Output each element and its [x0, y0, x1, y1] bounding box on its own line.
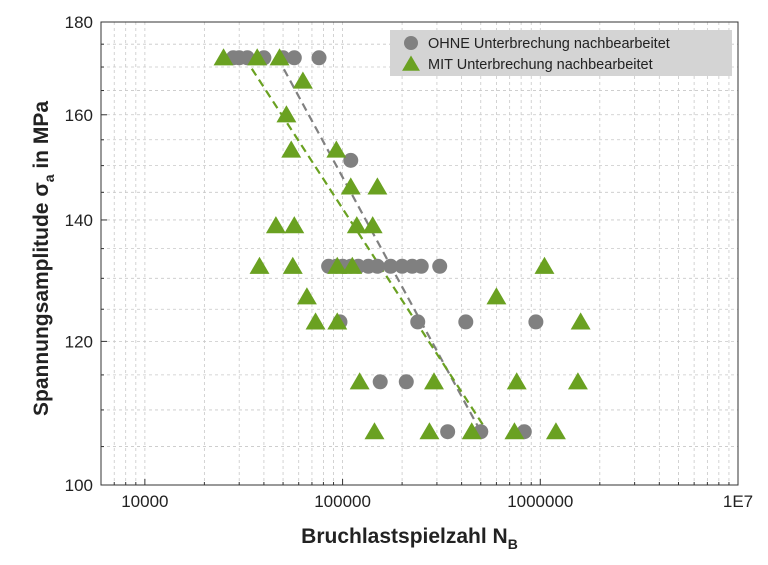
data-point-mit: [276, 105, 297, 123]
legend: OHNE Unterbrechung nachbearbeitet MIT Un…: [390, 30, 732, 76]
data-point-mit: [504, 422, 525, 440]
data-point-mit: [545, 422, 566, 440]
data-point-ohne: [383, 258, 399, 274]
data-point-ohne: [398, 374, 414, 390]
data-point-mit: [281, 140, 302, 158]
data-point-mit: [346, 216, 367, 234]
data-point-mit: [362, 216, 383, 234]
y-tick-label: 120: [65, 332, 93, 351]
data-point-mit: [265, 216, 286, 234]
axis-ticks: 10000 100000 1000000 1E7 100 120 140 160 180: [65, 13, 754, 511]
data-point-mit: [292, 71, 313, 89]
data-point-ohne: [369, 258, 385, 274]
data-point-ohne: [458, 314, 474, 330]
x-tick-label: 10000: [121, 492, 168, 511]
x-tick-label: 100000: [314, 492, 371, 511]
legend-marker-mit: [402, 55, 420, 71]
data-point-mit: [327, 312, 348, 330]
trend-line: [243, 57, 489, 433]
y-axis-title-main: Spannungsamplitude σ: [30, 182, 53, 416]
data-point-mit: [424, 372, 444, 390]
legend-label-mit: MIT Unterbrechung nachbearbeitet: [428, 57, 653, 73]
data-point-mit: [367, 177, 388, 195]
data-point-ohne: [413, 258, 429, 274]
grid-lines: [100, 21, 739, 486]
y-tick-label: 100: [65, 476, 93, 495]
y-tick-label: 140: [65, 211, 93, 230]
y-axis-title: Spannungsamplitude σa in MPa: [30, 101, 57, 416]
plot-frame: [100, 21, 739, 486]
data-point-mit: [340, 177, 361, 195]
y-tick-label: 160: [65, 106, 93, 125]
x-axis-title-main: Bruchlastspielzahl N: [301, 525, 508, 548]
data-point-ohne: [311, 50, 327, 66]
x-axis-title: Bruchlastspielzahl NB: [301, 525, 518, 552]
data-point-mit: [364, 422, 385, 440]
data-point-mit: [567, 372, 588, 390]
data-points: [213, 48, 591, 440]
data-point-mit: [349, 372, 370, 390]
data-point-mit: [284, 216, 305, 234]
data-point-mit: [534, 256, 555, 274]
data-point-mit: [305, 312, 326, 330]
y-axis-title-tail: in MPa: [30, 101, 53, 175]
data-point-mit: [327, 256, 348, 274]
data-point-mit: [269, 48, 290, 66]
x-tick-label: 1E7: [723, 492, 753, 511]
data-point-ohne: [410, 314, 426, 330]
x-tick-label: 1000000: [507, 492, 573, 511]
data-point-mit: [506, 372, 527, 390]
data-point-mit: [486, 287, 507, 305]
data-point-ohne: [440, 424, 456, 440]
trend-lines: [243, 57, 489, 433]
data-point-mit: [296, 287, 317, 305]
y-axis-title-sub: a: [41, 174, 57, 182]
data-point-mit: [342, 256, 363, 274]
legend-marker-ohne: [404, 36, 418, 50]
data-point-mit: [419, 422, 440, 440]
legend-background: [390, 30, 732, 76]
data-point-mit: [282, 256, 303, 274]
data-point-ohne: [372, 374, 388, 390]
data-point-ohne: [432, 258, 448, 274]
data-point-ohne: [528, 314, 544, 330]
data-point-ohne: [286, 50, 302, 66]
data-point-mit: [249, 256, 270, 274]
data-point-mit: [326, 140, 347, 158]
data-point-mit: [461, 422, 482, 440]
data-point-mit: [213, 48, 234, 66]
data-point-mit: [570, 312, 591, 330]
data-point-mit: [247, 48, 268, 66]
x-axis-title-sub: B: [508, 536, 518, 552]
legend-label-ohne: OHNE Unterbrechung nachbearbeitet: [428, 36, 670, 52]
data-point-ohne: [343, 152, 359, 168]
y-tick-label: 180: [65, 13, 93, 32]
